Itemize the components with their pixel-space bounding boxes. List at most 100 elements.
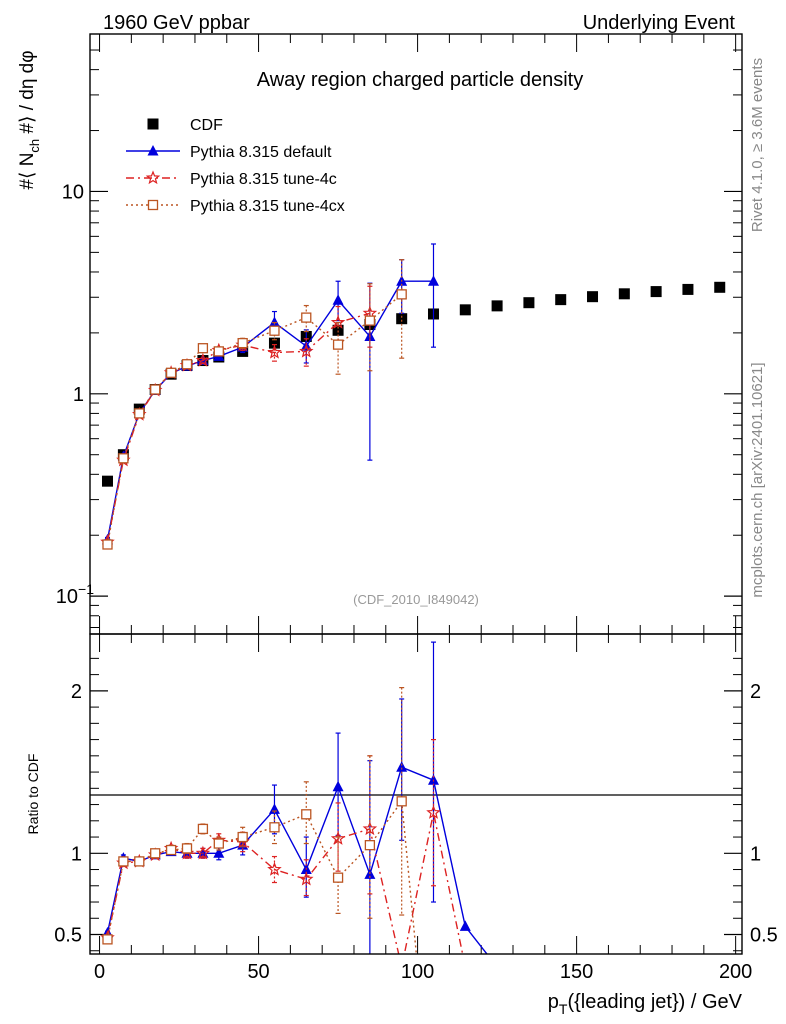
x-tick-label: 150 (560, 961, 593, 983)
legend: CDF Pythia 8.315 default Pythia 8.315 tune… (126, 117, 345, 215)
data-point (269, 822, 280, 833)
data-point (102, 539, 113, 550)
data-point (682, 283, 694, 295)
y-tick-label: 1 (73, 384, 84, 406)
legend-item: Pythia 8.315 tune-4cx (126, 198, 345, 215)
data-point (426, 805, 441, 819)
legend-label: Pythia 8.315 tune-4c (190, 171, 337, 188)
series-cdf (101, 281, 726, 487)
main-plot-area (100, 243, 726, 550)
data-point (396, 761, 408, 772)
data-point (396, 796, 407, 807)
data-point (332, 339, 344, 350)
data-point (332, 294, 344, 305)
data-point (150, 384, 161, 395)
data-point (364, 840, 376, 851)
data-point (197, 823, 209, 835)
data-point (427, 275, 439, 286)
data-point (118, 453, 129, 464)
data-point (330, 314, 346, 329)
series-pythia-8-315-tune-4cx (102, 687, 418, 954)
mcplots-label: mcplots.cern.ch [arXiv:2401.10621] (749, 362, 766, 597)
data-point (197, 343, 209, 354)
data-point (523, 297, 535, 309)
data-point (237, 831, 248, 843)
data-point (102, 934, 113, 945)
series-line (106, 812, 464, 954)
analysis-watermark: (CDF_2010_I849042) (353, 592, 479, 607)
legend-marker (145, 170, 161, 185)
data-point (268, 803, 280, 814)
ratio-frame (89, 633, 743, 955)
data-point (301, 809, 312, 820)
y-tick-label: 2 (71, 681, 82, 703)
legend-label: Pythia 8.315 tune-4cx (190, 198, 345, 215)
data-point (165, 367, 177, 378)
data-point (362, 821, 378, 836)
main-frame (89, 33, 743, 635)
data-point (299, 343, 314, 358)
data-point (267, 344, 282, 359)
data-point (332, 324, 344, 336)
series-pythia-8-315-default (101, 641, 488, 954)
data-point (396, 313, 408, 325)
y-tick-label: 10 (62, 181, 84, 203)
data-point (555, 294, 567, 306)
ratio-axes: 0 50 100 150 200 0.5 0.5 1 1 2 2 (54, 634, 778, 983)
data-point (213, 838, 224, 849)
data-point (332, 872, 344, 883)
legend-item: Pythia 8.315 default (126, 144, 332, 161)
data-point (460, 961, 471, 972)
legend-item: Pythia 8.315 tune-4c (126, 170, 337, 188)
legend-marker (147, 199, 159, 211)
x-tick-label: 0 (94, 961, 105, 983)
y-tick-label: 10−1 (56, 581, 94, 608)
data-point (714, 281, 726, 293)
data-point (237, 337, 248, 349)
data-point (332, 780, 344, 792)
data-point (213, 847, 225, 858)
rivet-label: Rivet 4.1.0, ≥ 3.6M events (749, 58, 766, 232)
main-axes: 10−1 1 10 (56, 33, 742, 634)
y-tick-label-right: 0.5 (750, 925, 778, 947)
data-point (459, 920, 471, 931)
legend-marker (147, 118, 159, 130)
x-tick-label: 50 (247, 961, 269, 983)
data-point (396, 289, 407, 300)
legend-marker (147, 145, 159, 156)
data-point (364, 315, 376, 326)
y-tick-label: 0.5 (54, 925, 82, 947)
data-point (618, 288, 630, 300)
data-point (267, 861, 282, 876)
data-point (299, 871, 314, 886)
series-line (106, 293, 403, 545)
main-y-axis-label: #⟨ Nch #⟩ / dη dφ (17, 50, 42, 189)
data-point (268, 316, 280, 328)
legend-item: CDF (147, 117, 223, 134)
legend-label: CDF (190, 117, 223, 134)
data-point (165, 844, 177, 856)
data-point (181, 359, 193, 370)
ratio-plot-area (100, 641, 488, 972)
data-point (134, 856, 145, 867)
header-left: 1960 GeV ppbar (103, 12, 250, 34)
data-point (301, 312, 312, 323)
data-point (150, 848, 161, 859)
data-point (101, 475, 113, 487)
series-pythia-8-315-tune-4cx (102, 259, 407, 550)
data-point (587, 291, 599, 303)
y-tick-label-right: 1 (750, 843, 761, 865)
data-point (195, 352, 211, 367)
data-point (491, 300, 503, 312)
series-line (106, 799, 418, 954)
y-tick-label-right: 2 (750, 681, 761, 703)
ratio-y-axis-label: Ratio to CDF (25, 754, 41, 835)
data-point (195, 845, 211, 860)
data-point (427, 774, 439, 785)
chart-title: Away region charged particle density (257, 69, 583, 91)
x-tick-label: 100 (401, 961, 434, 983)
data-point (650, 286, 662, 298)
header-right: Underlying Event (583, 12, 736, 34)
data-point (181, 843, 193, 854)
